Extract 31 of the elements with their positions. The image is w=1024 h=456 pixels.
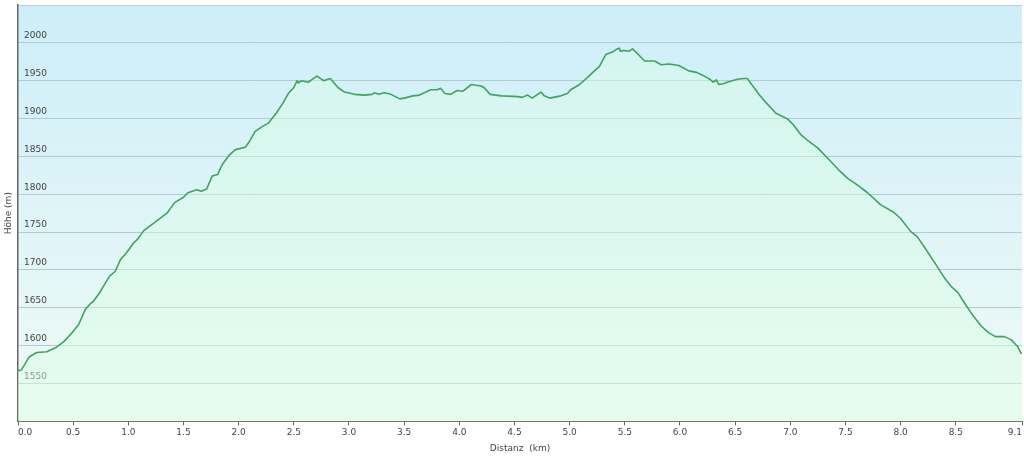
x-tick-label: 9.1 — [1007, 427, 1022, 438]
x-tick-label: 7.0 — [783, 427, 798, 438]
x-tick-label: 6.0 — [672, 427, 688, 438]
y-tick-label: 1650 — [24, 295, 48, 306]
y-tick-label: 1850 — [24, 143, 48, 154]
y-tick-label: 1800 — [24, 181, 48, 192]
y-tick-label: 1700 — [24, 257, 48, 268]
x-tick-label: 5.0 — [562, 427, 578, 438]
y-tick-label: 1950 — [24, 68, 48, 79]
y-axis-title: Höhe (m) — [2, 192, 13, 235]
x-tick-label: 4.0 — [452, 427, 467, 438]
y-tick-label: 2000 — [24, 30, 48, 41]
x-tick-label: 3.5 — [396, 427, 412, 438]
x-tick-label: 5.5 — [617, 427, 632, 438]
x-tick-label: 4.5 — [507, 427, 522, 438]
x-tick-label: 3.0 — [341, 427, 357, 438]
x-tick-label: 1.0 — [121, 427, 136, 438]
x-tick-label: 7.5 — [838, 427, 853, 438]
x-tick-label: 2.0 — [231, 427, 247, 438]
x-tick-label: 2.5 — [286, 427, 301, 438]
x-axis-title: Distanz (km) — [489, 442, 551, 453]
x-tick-label: 1.5 — [176, 427, 191, 438]
y-tick-label: 1900 — [24, 105, 48, 116]
x-tick-label: 8.0 — [893, 427, 909, 438]
x-tick-label: 6.5 — [727, 427, 743, 438]
y-tick-label: 1600 — [24, 333, 48, 344]
x-tick-label: 0.0 — [18, 427, 33, 438]
x-tick-label: 8.5 — [948, 427, 963, 438]
x-tick-label: 0.5 — [66, 427, 81, 438]
y-tick-label: 1750 — [24, 219, 48, 230]
y-tick-label: 1550 — [24, 370, 48, 381]
